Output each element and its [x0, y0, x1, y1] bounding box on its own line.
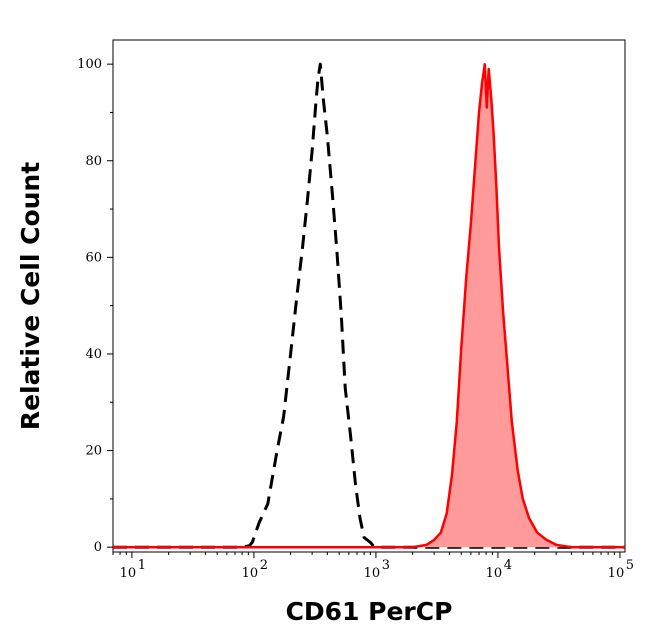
x-tick-label: 10	[364, 566, 381, 581]
x-tick-exponent: 2	[260, 558, 268, 573]
y-axis-title: Relative Cell Count	[16, 162, 45, 430]
x-tick-exponent: 4	[504, 558, 512, 573]
x-tick-exponent: 1	[138, 558, 146, 573]
y-tick-label: 20	[85, 444, 102, 459]
x-tick-label: 10	[120, 566, 137, 581]
x-tick-label: 10	[486, 566, 503, 581]
series-1-area	[113, 64, 625, 548]
plot-frame	[112, 39, 626, 553]
minor-ticks	[110, 111, 615, 555]
x-axis-title: CD61 PerCP	[286, 597, 453, 626]
y-axis-ticks: 0 20 40 60 80 100	[77, 57, 113, 555]
series-0-line	[113, 62, 625, 549]
y-tick-label: 40	[85, 347, 102, 362]
series-1-line	[113, 62, 625, 549]
series-layer	[113, 62, 625, 549]
y-tick-label: 60	[85, 250, 102, 265]
x-tick-label: 10	[608, 566, 625, 581]
y-tick-label: 100	[77, 57, 102, 72]
y-tick-label: 0	[94, 540, 102, 555]
y-tick-label: 80	[85, 154, 102, 169]
x-tick-exponent: 5	[626, 558, 634, 573]
x-tick-exponent: 3	[382, 558, 390, 573]
x-tick-label: 10	[242, 566, 259, 581]
